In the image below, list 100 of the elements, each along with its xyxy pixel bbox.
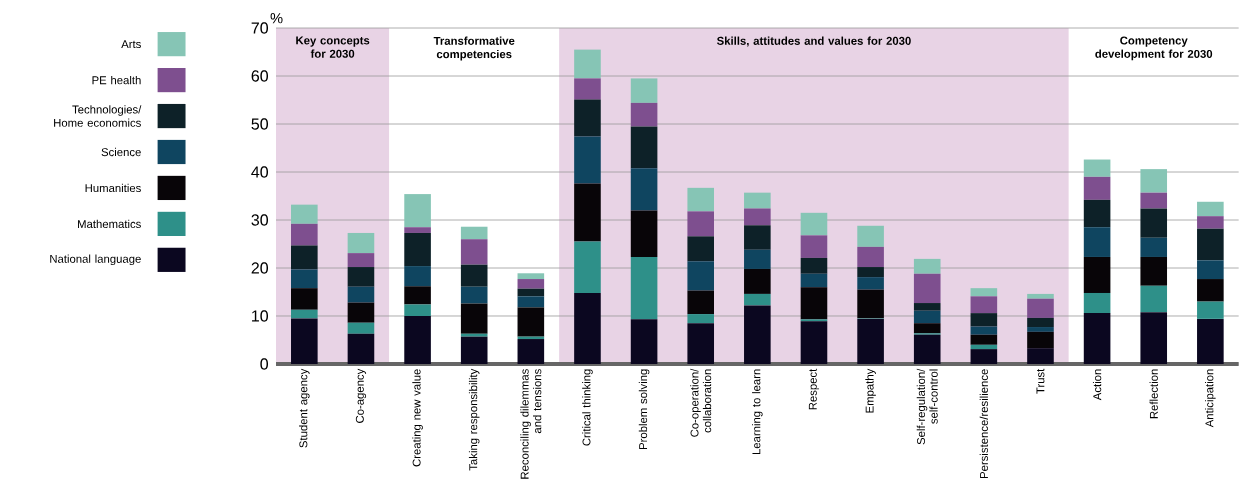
band-label: Transformative competencies [433, 36, 515, 61]
bar [744, 192, 771, 209]
y-tick-label: 20 [251, 262, 269, 274]
bar [404, 227, 431, 233]
y-tick-label: 60 [251, 70, 269, 82]
y-tick-label: 30 [251, 214, 269, 226]
bar [574, 78, 601, 100]
bar [630, 126, 658, 169]
bar [857, 246, 884, 267]
x-tick-label: Respect [808, 368, 820, 410]
band-label: Skills, attitudes and values for 2030 [716, 36, 911, 47]
bar [1027, 348, 1054, 364]
y-tick-label: 70 [251, 22, 269, 34]
bar [687, 323, 715, 364]
bar [574, 183, 601, 242]
legend-label: Mathematics [78, 219, 141, 228]
bar [687, 290, 715, 314]
bar [291, 288, 318, 310]
bar [1027, 317, 1054, 327]
x-tick-label: Reconciling dilemmas and tensions [520, 368, 542, 479]
bar [800, 287, 828, 320]
bar [460, 303, 488, 334]
bar [1197, 301, 1224, 319]
bar [1197, 228, 1224, 261]
bar [970, 334, 998, 345]
x-tick-label: Taking responsibility [468, 368, 480, 471]
bar [687, 313, 715, 324]
bar [404, 286, 431, 305]
bar [347, 322, 375, 334]
legend-label: Humanities [85, 183, 141, 192]
y-tick-label: 0 [260, 358, 269, 370]
bar [1140, 237, 1168, 257]
bar [857, 289, 884, 319]
bar [404, 193, 431, 228]
bar [857, 276, 884, 290]
legend-label: Technologies/ Home economics [54, 105, 142, 127]
x-tick-label: Creating new value [412, 369, 423, 467]
bar [574, 136, 601, 184]
bar [1140, 312, 1168, 364]
bar [913, 273, 941, 303]
bar [347, 252, 375, 267]
bar [913, 310, 941, 324]
bar [460, 264, 488, 287]
x-tick-label: Student agency [299, 368, 310, 448]
legend-label: PE health [92, 75, 141, 85]
bar [744, 268, 771, 294]
bar [630, 102, 658, 127]
bar [1140, 208, 1168, 238]
bar [404, 265, 431, 287]
y-tick-label: 40 [251, 166, 269, 178]
bar [404, 304, 431, 316]
bar [460, 286, 488, 304]
x-tick-label: Action [1092, 369, 1102, 401]
bar [800, 257, 828, 274]
bar [1027, 326, 1054, 332]
bar [857, 266, 884, 277]
bar [574, 292, 601, 364]
bar [1083, 292, 1111, 313]
bar [913, 302, 941, 311]
bar [970, 288, 998, 297]
bar [1140, 192, 1168, 209]
bar [800, 212, 828, 236]
y-axis-title: % [270, 12, 283, 24]
bar [517, 278, 545, 289]
bar [460, 226, 488, 240]
x-tick-label: Trust [1036, 368, 1045, 394]
bar [970, 312, 998, 327]
bar [744, 249, 771, 269]
bar [1083, 312, 1111, 364]
bar [460, 239, 488, 265]
x-tick-label: Co-operation/ collaboration [690, 368, 712, 437]
bar [347, 333, 375, 364]
y-tick-label: 50 [251, 118, 269, 130]
x-tick-label: Co-agency [355, 368, 367, 423]
bar [913, 323, 941, 334]
bar [687, 187, 715, 212]
band-label: Competency development for 2030 [1095, 36, 1213, 60]
x-tick-label: Reflection [1149, 369, 1158, 419]
bar [970, 348, 998, 364]
bar [347, 302, 375, 323]
bar [800, 321, 828, 364]
bar [970, 344, 998, 349]
bar [404, 315, 431, 364]
bar [460, 336, 488, 364]
bar [460, 333, 488, 337]
bar [744, 293, 771, 306]
x-tick-label: Persistence/resilience [979, 369, 988, 478]
bar [1027, 298, 1054, 318]
bar [1083, 199, 1111, 228]
x-tick-label: Problem solving [638, 369, 650, 449]
bar [744, 208, 771, 226]
bar [1197, 318, 1224, 364]
x-tick-label: Critical thinking [582, 369, 593, 446]
bar [970, 326, 998, 335]
bar [800, 273, 828, 288]
band-label: Key concepts for 2030 [296, 36, 370, 58]
bar [687, 236, 715, 262]
legend-label: Arts [121, 40, 141, 48]
bar [1197, 260, 1224, 279]
bar [1197, 201, 1224, 217]
